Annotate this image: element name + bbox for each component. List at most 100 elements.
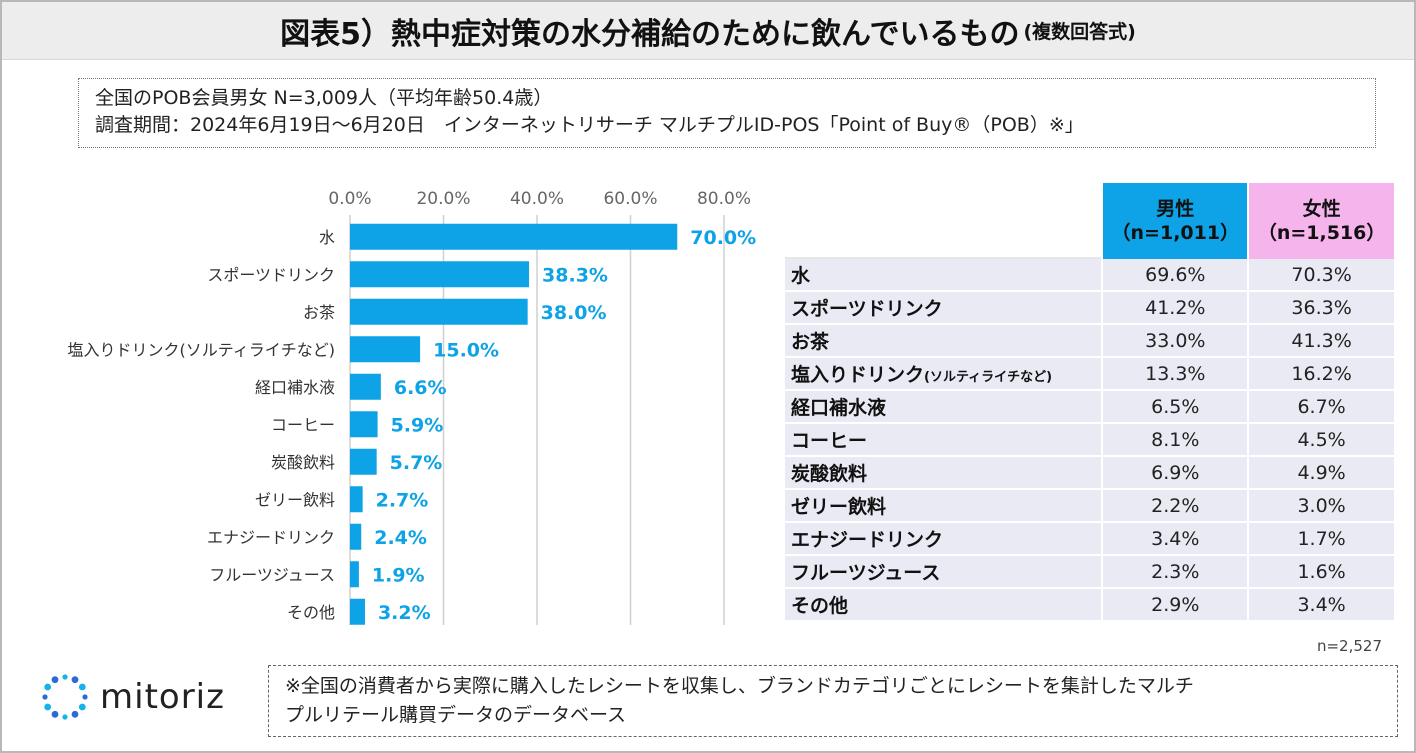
- row-label-note: (ソルティライチなど): [924, 370, 1053, 385]
- row-label-text: フルーツジュース: [791, 562, 941, 584]
- table-row-label: スポーツドリンク: [785, 292, 1102, 325]
- table-row-label: その他: [785, 589, 1102, 622]
- bar: [350, 298, 528, 325]
- category-label: スポーツドリンク: [207, 265, 335, 284]
- bar-chart: 0.0% 20.0% 40.0% 60.0% 80.0% 水 70.0% スポーツドリンク 38…: [67, 189, 756, 625]
- brand-logo: mitoriz: [36, 665, 266, 729]
- category-label: エナジードリンク: [207, 528, 335, 547]
- male-header-n: （n=1,011）: [1111, 222, 1240, 244]
- category-label: その他: [287, 603, 335, 622]
- male-header-label: 男性: [1156, 198, 1195, 220]
- table-row: 炭酸飲料 6.9% 4.9%: [785, 457, 1394, 490]
- row-label-text: 水: [791, 265, 811, 287]
- table-row-label: フルーツジュース: [785, 556, 1102, 589]
- logo-dot: [71, 710, 79, 718]
- table-row: 水 69.6% 70.3%: [785, 259, 1394, 292]
- bar-value-label: 3.2%: [378, 602, 431, 624]
- table-row: コーヒー 8.1% 4.5%: [785, 424, 1394, 457]
- sample-size-note: n=2,527: [1316, 637, 1382, 655]
- category-label: 水: [319, 228, 335, 247]
- table-row-label: お茶: [785, 325, 1102, 358]
- bar: [350, 561, 359, 588]
- logo-dot: [78, 703, 86, 711]
- bar: [350, 598, 365, 625]
- female-value: 6.7%: [1249, 391, 1394, 424]
- bar-value-label: 5.9%: [391, 414, 444, 436]
- table-row-label: 塩入りドリンク(ソルティライチなど): [785, 358, 1102, 391]
- female-value: 36.3%: [1249, 292, 1394, 325]
- logo-dot: [82, 694, 88, 700]
- gender-table: 男性 （n=1,011） 女性 （n=1,516） 水 69.6% 70.3% スポー…: [783, 183, 1396, 622]
- survey-info-line-2: 調査期間：2024年6月19日～6月20日 インターネットリサーチ マルチプルI…: [95, 114, 1084, 136]
- table-body: 水 69.6% 70.3% スポーツドリンク 41.2% 36.3% お茶 33.0% 41.3…: [785, 259, 1394, 622]
- table-row-label: ゼリー飲料: [785, 490, 1102, 523]
- logo-dot: [51, 710, 59, 718]
- row-label-text: スポーツドリンク: [791, 298, 943, 320]
- category-label: 炭酸飲料: [271, 453, 335, 472]
- female-value: 70.3%: [1249, 259, 1394, 292]
- female-value: 41.3%: [1249, 325, 1394, 358]
- row-label-text: エナジードリンク: [791, 529, 944, 551]
- footnote-line-2: プルリテール購買データのデータベース: [285, 704, 627, 726]
- sparkle-ring-icon: [42, 674, 88, 720]
- category-label: 塩入りドリンク(ソルティライチなど): [67, 340, 335, 359]
- row-label-text: ゼリー飲料: [791, 496, 887, 518]
- bar: [350, 336, 421, 363]
- male-value: 2.2%: [1103, 490, 1248, 523]
- bar-value-label: 2.4%: [374, 527, 427, 549]
- category-label: お茶: [303, 303, 335, 322]
- male-header: 男性 （n=1,011）: [1103, 183, 1248, 259]
- table-row: お茶 33.0% 41.3%: [785, 325, 1394, 358]
- table-row: エナジードリンク 3.4% 1.7%: [785, 523, 1394, 556]
- male-value: 2.3%: [1103, 556, 1248, 589]
- table-row: その他 2.9% 3.4%: [785, 589, 1394, 622]
- male-value: 69.6%: [1103, 259, 1248, 292]
- logo-dot: [44, 703, 52, 711]
- male-value: 33.0%: [1103, 325, 1248, 358]
- bar: [350, 448, 377, 475]
- logo-dot: [78, 683, 86, 691]
- bar-value-label: 5.7%: [390, 452, 443, 474]
- category-label: コーヒー: [271, 415, 335, 434]
- logo-dot: [42, 694, 48, 700]
- table-row: フルーツジュース 2.3% 1.6%: [785, 556, 1394, 589]
- female-value: 1.7%: [1249, 523, 1394, 556]
- survey-info-line-1: 全国のPOB会員男女 N=3,009人（平均年齢50.4歳）: [95, 87, 553, 109]
- category-label: 経口補水液: [255, 378, 335, 397]
- female-value: 4.9%: [1249, 457, 1394, 490]
- survey-info-box: 全国のPOB会員男女 N=3,009人（平均年齢50.4歳） 調査期間：2024…: [78, 78, 1376, 148]
- table-row-label: 炭酸飲料: [785, 457, 1102, 490]
- bar-value-label: 1.9%: [372, 564, 425, 586]
- male-value: 2.9%: [1103, 589, 1248, 622]
- category-label: ゼリー飲料: [255, 490, 335, 509]
- brand-logo-text: mitoriz: [100, 677, 225, 717]
- female-header: 女性 （n=1,516）: [1249, 183, 1394, 259]
- logo-dot: [51, 676, 59, 684]
- row-label-text: 炭酸飲料: [791, 463, 868, 485]
- logo-dot: [71, 676, 79, 684]
- bar-value-label: 38.0%: [541, 302, 607, 324]
- table-row-label: エナジードリンク: [785, 523, 1102, 556]
- x-tick-label: 60.0%: [603, 189, 657, 209]
- row-label-text: その他: [791, 595, 849, 617]
- bar-value-label: 70.0%: [690, 227, 756, 249]
- title-bar: 図表5）熱中症対策の水分補給のために飲んでいるもの (複数回答式): [2, 2, 1414, 60]
- x-tick-label: 40.0%: [510, 189, 564, 209]
- female-header-label: 女性: [1302, 198, 1341, 220]
- bar-value-label: 6.6%: [394, 377, 447, 399]
- female-value: 16.2%: [1249, 358, 1394, 391]
- bar: [350, 223, 678, 250]
- row-label-text: コーヒー: [791, 430, 868, 452]
- female-value: 1.6%: [1249, 556, 1394, 589]
- male-value: 13.3%: [1103, 358, 1248, 391]
- logo-dot: [62, 714, 68, 720]
- female-value: 3.0%: [1249, 490, 1394, 523]
- male-value: 6.5%: [1103, 391, 1248, 424]
- bar-value-label: 15.0%: [433, 339, 499, 361]
- female-header-n: （n=1,516）: [1257, 222, 1386, 244]
- table-row-label: 水: [785, 259, 1102, 292]
- row-label-text: お茶: [791, 331, 830, 353]
- table-row: 塩入りドリンク(ソルティライチなど) 13.3% 16.2%: [785, 358, 1394, 391]
- male-value: 41.2%: [1103, 292, 1248, 325]
